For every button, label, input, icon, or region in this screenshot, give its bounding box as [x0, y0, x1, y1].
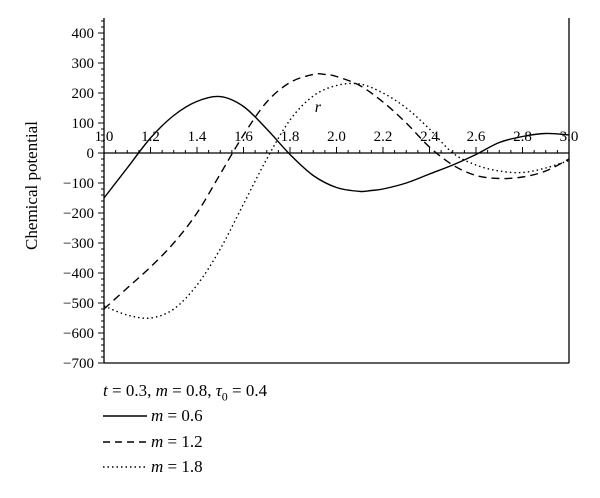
- y-tick-label: −700: [63, 356, 94, 372]
- x-tick-label: 3.0: [560, 129, 579, 145]
- legend-label: m = 1.2: [151, 432, 203, 451]
- y-tick-label: −500: [63, 296, 94, 312]
- legend-swatch-dotted: [103, 466, 147, 468]
- legend-label: m = 0.6: [151, 406, 203, 425]
- legend-label: m = 1.8: [151, 457, 203, 476]
- y-tick-label: −600: [63, 326, 94, 342]
- y-tick-label: 400: [72, 26, 95, 42]
- x-axis-label: r: [315, 99, 322, 116]
- series-line-solid: [103, 95, 570, 199]
- chart: 400 300 200 100 0 −100 −200 −300 −400 −500 −600 −70…: [22, 18, 578, 372]
- series-group: [103, 73, 570, 319]
- y-tick-label: 200: [72, 86, 95, 102]
- y-tick-label: −100: [63, 176, 94, 192]
- x-tick-label: 1.4: [188, 129, 207, 145]
- x-tick-label: 2.6: [467, 129, 486, 145]
- x-tick-label: 2.4: [420, 129, 439, 145]
- parameters-label: t = 0.3, m = 0.8, τ0 = 0.4: [103, 381, 268, 404]
- x-tick-label: 1.0: [95, 129, 114, 145]
- y-tick-label: 300: [72, 56, 95, 72]
- y-tick-label: −300: [63, 236, 94, 252]
- legend-swatch-dashed: [103, 441, 147, 443]
- x-tick-label: 2.0: [327, 129, 346, 145]
- x-tick-label: 2.2: [374, 129, 393, 145]
- x-tick-label: 1.6: [234, 129, 253, 145]
- series-line-dashed: [103, 73, 570, 310]
- y-tick-label: −400: [63, 266, 94, 282]
- y-tick-label: −200: [63, 206, 94, 222]
- axes: 400 300 200 100 0 −100 −200 −300 −400 −500 −600 −70…: [22, 18, 578, 372]
- series-line-dotted: [103, 82, 570, 319]
- x-tick-label: 1.8: [281, 129, 300, 145]
- y-tick-label: 0: [87, 146, 95, 162]
- y-axis-label: Chemical potential: [22, 121, 41, 250]
- y-tick-label: 100: [72, 116, 95, 132]
- legend-swatch-solid: [103, 415, 147, 417]
